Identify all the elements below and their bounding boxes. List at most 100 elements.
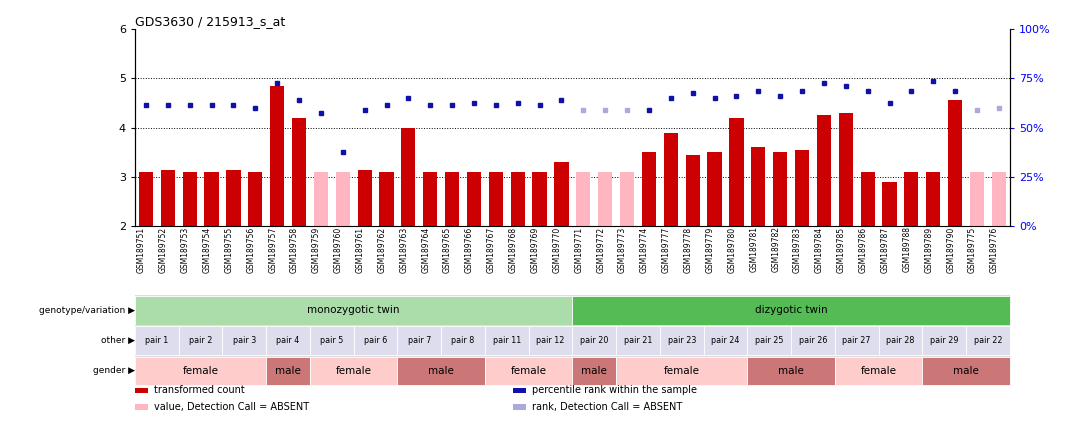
Bar	[489, 172, 503, 226]
Text: other ▶: other ▶	[100, 336, 135, 345]
Text: GSM189753: GSM189753	[180, 226, 190, 273]
Bar	[747, 326, 792, 355]
Text: monozygotic twin: monozygotic twin	[308, 305, 400, 315]
Bar	[861, 172, 875, 226]
Bar	[336, 172, 350, 226]
Bar	[729, 118, 743, 226]
Bar	[139, 172, 153, 226]
Bar	[379, 172, 393, 226]
Text: pair 11: pair 11	[492, 336, 521, 345]
Text: value, Detection Call = ABSENT: value, Detection Call = ABSENT	[154, 402, 310, 412]
Text: percentile rank within the sample: percentile rank within the sample	[532, 385, 698, 395]
Text: GSM189787: GSM189787	[880, 226, 890, 273]
Bar	[222, 326, 267, 355]
Bar	[773, 152, 787, 226]
Bar	[922, 357, 1010, 385]
Bar	[686, 155, 700, 226]
Text: GSM189775: GSM189775	[968, 226, 977, 273]
Bar	[704, 326, 747, 355]
Bar	[572, 326, 617, 355]
Text: male: male	[581, 366, 607, 376]
Bar	[572, 296, 1010, 325]
Bar	[397, 326, 442, 355]
Text: gender ▶: gender ▶	[93, 366, 135, 375]
Text: GSM189790: GSM189790	[946, 226, 955, 273]
Bar	[664, 133, 678, 226]
Bar	[795, 150, 809, 226]
Text: GSM189766: GSM189766	[465, 226, 474, 273]
Bar	[467, 172, 481, 226]
Text: GSM189768: GSM189768	[509, 226, 517, 273]
Text: GSM189784: GSM189784	[815, 226, 824, 273]
Bar	[792, 326, 835, 355]
Text: pair 21: pair 21	[624, 336, 652, 345]
Text: GSM189782: GSM189782	[771, 226, 780, 273]
Bar	[707, 152, 721, 226]
Bar	[879, 326, 922, 355]
Bar	[577, 172, 591, 226]
Bar	[354, 326, 397, 355]
Text: pair 12: pair 12	[537, 336, 565, 345]
Bar	[922, 326, 967, 355]
Bar	[617, 357, 747, 385]
Text: male: male	[954, 366, 978, 376]
Text: GSM189761: GSM189761	[355, 226, 365, 273]
Bar	[485, 326, 529, 355]
Bar	[752, 147, 766, 226]
Text: pair 4: pair 4	[276, 336, 300, 345]
Text: GSM189752: GSM189752	[159, 226, 167, 273]
Text: female: female	[664, 366, 700, 376]
Text: pair 3: pair 3	[232, 336, 256, 345]
Text: genotype/variation ▶: genotype/variation ▶	[39, 306, 135, 315]
Bar	[402, 128, 416, 226]
Text: GSM189788: GSM189788	[903, 226, 912, 273]
Text: GSM189776: GSM189776	[990, 226, 999, 273]
Bar	[572, 357, 617, 385]
Bar	[991, 172, 1005, 226]
Text: GSM189762: GSM189762	[378, 226, 387, 273]
Bar	[248, 172, 262, 226]
Text: transformed count: transformed count	[154, 385, 245, 395]
Bar	[967, 326, 1010, 355]
Text: GDS3630 / 215913_s_at: GDS3630 / 215913_s_at	[135, 15, 285, 28]
Text: GSM189751: GSM189751	[137, 226, 146, 273]
Bar	[532, 172, 546, 226]
Bar	[267, 326, 310, 355]
Bar	[227, 170, 241, 226]
Text: GSM189764: GSM189764	[421, 226, 430, 273]
Text: GSM189789: GSM189789	[924, 226, 933, 273]
Text: GSM189763: GSM189763	[400, 226, 408, 273]
Text: GSM189757: GSM189757	[268, 226, 278, 273]
Bar	[882, 182, 896, 226]
Bar	[270, 86, 284, 226]
Bar	[620, 172, 634, 226]
Text: GSM189767: GSM189767	[487, 226, 496, 273]
Bar	[183, 172, 197, 226]
Text: GSM189780: GSM189780	[728, 226, 737, 273]
Text: pair 5: pair 5	[320, 336, 343, 345]
Bar	[839, 113, 853, 226]
Bar	[660, 326, 704, 355]
Bar	[442, 326, 485, 355]
Bar	[267, 357, 310, 385]
Text: GSM189777: GSM189777	[662, 226, 671, 273]
Text: pair 23: pair 23	[667, 336, 696, 345]
Bar	[135, 296, 572, 325]
Bar	[485, 357, 572, 385]
Text: female: female	[336, 366, 372, 376]
Bar	[554, 162, 568, 226]
Text: GSM189774: GSM189774	[640, 226, 649, 273]
Bar	[445, 172, 459, 226]
Text: GSM189759: GSM189759	[312, 226, 321, 273]
Text: female: female	[511, 366, 546, 376]
Text: GSM189779: GSM189779	[705, 226, 715, 273]
Text: pair 6: pair 6	[364, 336, 388, 345]
Bar	[310, 326, 354, 355]
Bar	[292, 118, 306, 226]
Text: GSM189773: GSM189773	[618, 226, 627, 273]
Bar	[310, 357, 397, 385]
Bar	[135, 326, 179, 355]
Text: GSM189756: GSM189756	[246, 226, 255, 273]
Bar	[135, 357, 267, 385]
Bar	[529, 326, 572, 355]
